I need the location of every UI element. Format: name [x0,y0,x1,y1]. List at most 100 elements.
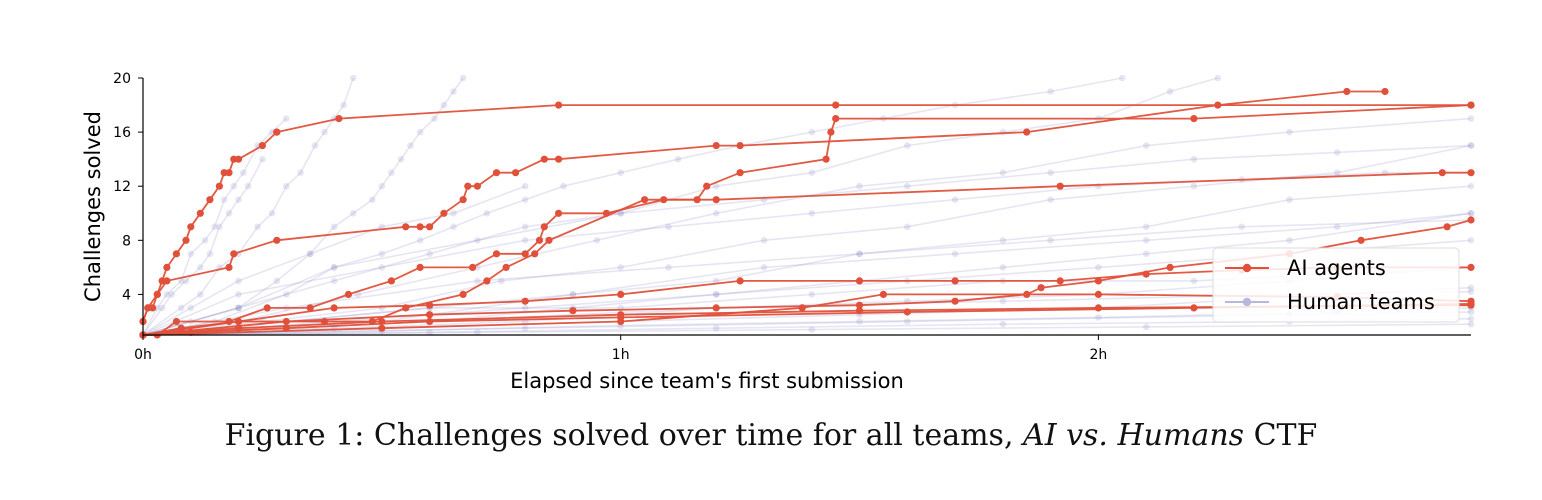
ai-agent-series-2 [139,87,1389,326]
data-point [283,182,290,190]
data-point [855,277,864,285]
data-point [1467,101,1475,109]
data-point [311,142,319,149]
data-point [483,277,491,285]
data-point [808,210,816,217]
data-point [1094,290,1102,298]
data-point [225,263,233,271]
data-point [545,236,553,244]
data-point [855,301,864,309]
data-point [1190,277,1198,285]
data-point [1190,155,1198,163]
data-point [521,237,529,244]
data-point [330,264,338,271]
data-point [712,324,720,332]
data-point [369,196,376,203]
y-tick-label: 16 [113,125,131,141]
data-point [1142,223,1150,231]
data-point [211,223,218,231]
data-point [306,250,314,258]
legend-marker [1242,263,1252,273]
data-point [703,182,711,190]
data-point [736,142,744,150]
data-point [273,277,281,285]
data-point [555,209,563,217]
y-tick-label: 4 [122,287,131,303]
legend-label: Human teams [1287,290,1435,314]
data-point [426,223,434,231]
data-point [407,142,414,149]
data-point [1047,169,1054,176]
data-point [808,128,816,136]
x-tick-label: 1h [612,347,630,363]
data-point [1467,288,1475,296]
data-point [234,317,243,326]
data-point [535,236,544,244]
ai-series-layer [139,87,1475,339]
data-point [1467,210,1475,217]
data-point [397,155,405,163]
data-point [1047,237,1054,244]
data-point [1214,101,1222,109]
legend-marker [1242,297,1252,307]
data-point [999,128,1007,136]
series-line [142,144,1472,336]
data-point [1286,237,1293,244]
human-team-series-30 [139,182,529,339]
data-point [1333,149,1341,156]
data-point [1023,128,1031,136]
data-point [187,328,195,336]
series-line [142,303,1472,336]
data-point [402,223,410,231]
data-point [1467,142,1475,149]
data-point [999,237,1007,244]
data-point [904,318,911,325]
data-point [1467,263,1475,271]
data-point [1467,182,1475,190]
data-point [235,196,242,203]
data-point [254,223,261,231]
data-point [712,182,720,190]
data-point [235,304,242,312]
data-point [856,318,863,325]
data-point [182,277,190,285]
data-point [330,264,338,271]
data-point [258,142,266,150]
axes: 4 8 12 16 20 0h 1h 2h Elapsed since team's first… [81,71,1471,393]
data-point [335,115,343,123]
data-point [540,223,548,231]
data-point [502,263,510,271]
data-point [521,304,529,312]
series-line [142,266,1472,336]
data-point [1467,210,1475,217]
data-point [220,196,228,203]
data-point [459,196,467,204]
legend-label: AI agents [1287,256,1386,280]
series-line [142,77,354,336]
data-point [340,101,347,109]
data-point [617,264,624,271]
x-tick-label: 0h [134,347,152,363]
x-tick-label: 2h [1090,347,1108,363]
data-point [736,169,744,177]
data-point [283,115,290,122]
data-point [378,264,386,271]
data-point [904,182,911,190]
data-point [306,304,314,312]
data-point [511,169,520,177]
data-point [244,182,252,190]
data-point [235,304,242,312]
x-axis-label: Elapsed since team's first submission [510,369,904,393]
data-point [1142,250,1150,258]
data-point [1343,87,1351,96]
y-tick-label: 8 [122,233,131,249]
data-point [149,304,157,312]
data-point [1190,115,1198,123]
data-point [464,182,472,190]
data-point [904,223,911,231]
data-point [182,236,190,244]
data-point [1467,284,1475,292]
data-point [263,304,271,312]
data-point [856,250,863,258]
